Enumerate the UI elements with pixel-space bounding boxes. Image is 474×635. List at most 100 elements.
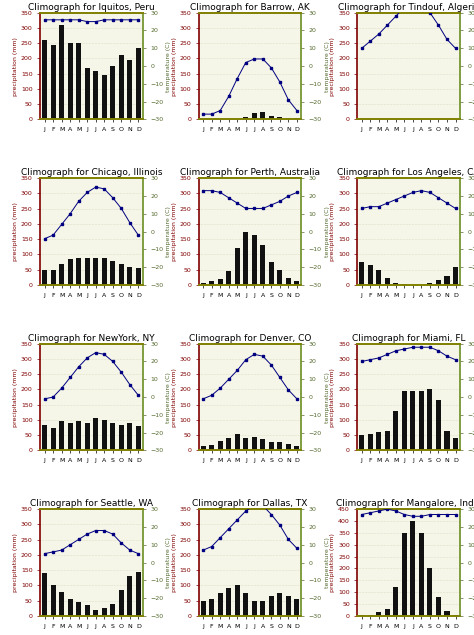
Y-axis label: precipitation (mm): precipitation (mm) xyxy=(172,368,177,427)
Bar xyxy=(93,70,98,119)
Y-axis label: precipitation (mm): precipitation (mm) xyxy=(330,368,335,427)
Bar xyxy=(376,270,382,285)
Bar xyxy=(51,270,55,285)
Bar xyxy=(93,258,98,285)
Bar xyxy=(277,442,283,450)
Y-axis label: precipitation (mm): precipitation (mm) xyxy=(330,37,335,95)
Bar xyxy=(428,389,432,450)
Bar xyxy=(286,118,291,119)
Bar xyxy=(453,267,458,285)
Bar xyxy=(118,264,124,285)
Bar xyxy=(445,276,449,285)
Bar xyxy=(376,612,382,616)
Bar xyxy=(226,438,231,450)
Bar xyxy=(428,568,432,616)
Bar xyxy=(252,601,257,616)
Bar xyxy=(42,270,47,285)
Bar xyxy=(85,67,90,119)
Bar xyxy=(127,423,132,450)
Bar xyxy=(393,587,398,616)
Bar xyxy=(68,423,73,450)
Bar xyxy=(269,262,274,285)
Bar xyxy=(243,438,248,450)
Bar xyxy=(136,426,141,450)
Bar xyxy=(277,271,283,285)
Bar xyxy=(368,615,373,616)
Y-axis label: temperature (C): temperature (C) xyxy=(325,537,330,588)
Bar xyxy=(42,573,47,616)
Bar xyxy=(260,601,265,616)
Title: Climograph for NewYork, NY: Climograph for NewYork, NY xyxy=(28,334,155,343)
Bar xyxy=(235,248,240,285)
Bar xyxy=(368,265,373,285)
Bar xyxy=(269,442,274,450)
Bar xyxy=(260,112,265,119)
Y-axis label: precipitation (mm): precipitation (mm) xyxy=(13,533,18,592)
Title: Climograph for Miami, FL: Climograph for Miami, FL xyxy=(352,334,465,343)
Bar xyxy=(393,283,398,285)
Bar xyxy=(453,615,458,616)
Bar xyxy=(209,599,214,616)
Bar xyxy=(359,435,365,450)
Bar xyxy=(85,605,90,616)
Bar xyxy=(51,585,55,616)
Title: Climograph for Iquitos, Peru: Climograph for Iquitos, Peru xyxy=(28,3,155,12)
Y-axis label: temperature (C): temperature (C) xyxy=(166,41,171,91)
Bar xyxy=(359,615,365,616)
Bar xyxy=(385,431,390,450)
Bar xyxy=(85,423,90,450)
Bar xyxy=(85,258,90,285)
Bar xyxy=(269,596,274,616)
Title: Climograph for Perth, Australia: Climograph for Perth, Australia xyxy=(180,168,320,177)
Bar xyxy=(410,521,415,616)
Bar xyxy=(436,281,441,285)
Bar xyxy=(428,283,432,285)
Bar xyxy=(68,43,73,119)
Bar xyxy=(235,434,240,450)
Bar xyxy=(110,260,115,285)
Bar xyxy=(286,596,291,616)
Bar xyxy=(76,422,81,450)
Y-axis label: temperature (C): temperature (C) xyxy=(166,206,171,257)
Bar xyxy=(110,604,115,616)
Y-axis label: temperature (C): temperature (C) xyxy=(166,371,171,422)
Bar xyxy=(294,281,300,285)
Bar xyxy=(436,400,441,450)
Bar xyxy=(260,439,265,450)
Bar xyxy=(376,432,382,450)
Bar xyxy=(368,434,373,450)
Bar xyxy=(218,279,223,285)
Bar xyxy=(385,278,390,285)
Title: Climograph for Chicago, Illinois: Climograph for Chicago, Illinois xyxy=(21,168,162,177)
Bar xyxy=(136,572,141,616)
Bar xyxy=(59,264,64,285)
Y-axis label: temperature (C): temperature (C) xyxy=(325,371,330,422)
Title: Climograph for Los Angeles, CA: Climograph for Los Angeles, CA xyxy=(337,168,474,177)
Bar xyxy=(93,610,98,616)
Bar xyxy=(385,609,390,616)
Bar xyxy=(436,597,441,616)
Bar xyxy=(201,601,206,616)
Bar xyxy=(68,599,73,616)
Bar xyxy=(277,117,283,119)
Y-axis label: precipitation (mm): precipitation (mm) xyxy=(13,368,18,427)
Bar xyxy=(102,75,107,119)
Bar xyxy=(269,116,274,119)
Bar xyxy=(260,245,265,285)
Bar xyxy=(59,592,64,616)
Y-axis label: temperature (C): temperature (C) xyxy=(325,41,330,91)
Bar xyxy=(118,55,124,119)
Y-axis label: precipitation (mm): precipitation (mm) xyxy=(330,202,335,261)
Bar xyxy=(286,444,291,450)
Y-axis label: precipitation (mm): precipitation (mm) xyxy=(172,37,177,95)
Bar xyxy=(51,427,55,450)
Bar xyxy=(359,262,365,285)
Bar xyxy=(226,271,231,285)
Bar xyxy=(118,425,124,450)
Y-axis label: precipitation (mm): precipitation (mm) xyxy=(330,533,335,592)
Bar xyxy=(102,258,107,285)
Bar xyxy=(252,234,257,285)
Title: Climograph for Barrow, AK: Climograph for Barrow, AK xyxy=(190,3,310,12)
Bar xyxy=(226,589,231,616)
Bar xyxy=(294,118,300,119)
